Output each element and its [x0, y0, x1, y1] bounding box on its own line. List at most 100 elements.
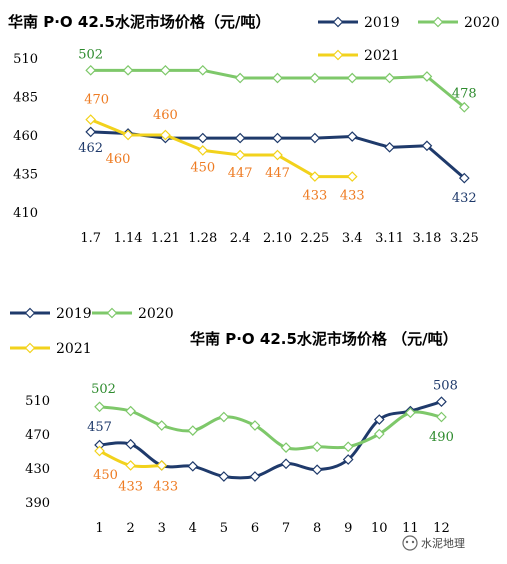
data-point-2020 [384, 72, 395, 84]
data-point-2021 [125, 460, 136, 471]
data-label-2021: 433 [302, 189, 327, 204]
data-label-2021: 450 [93, 468, 118, 483]
legend-marker-2020 [106, 307, 118, 319]
legend-marker-2021 [332, 49, 344, 61]
data-point-2020 [458, 101, 470, 113]
data-point-2020 [187, 425, 199, 436]
legend-marker-2019 [332, 16, 344, 28]
data-label-2021: 433 [340, 189, 365, 204]
data-label-2021: 460 [106, 152, 131, 167]
wechat-icon-eye [405, 540, 409, 544]
data-point-2020 [311, 441, 323, 453]
data-point-2020 [85, 64, 97, 76]
data-label-2021: 450 [190, 160, 215, 175]
data-label-2021: 447 [228, 166, 253, 181]
data-point-2019 [218, 471, 230, 482]
chart2-title: 华南 P·O 42.5水泥市场价格 （元/吨） [190, 330, 458, 348]
data-point-2020 [346, 72, 358, 84]
y-tick-label: 390 [25, 496, 50, 511]
x-tick-label: 3.4 [342, 231, 363, 246]
data-point-2020 [197, 64, 209, 76]
legend-label-2019: 2019 [364, 15, 400, 31]
data-label-2021: 433 [118, 479, 143, 494]
data-point-2020 [249, 420, 261, 431]
x-tick-label: 3.18 [412, 231, 441, 246]
data-point-2021 [272, 149, 283, 161]
data-label-2020: 490 [429, 430, 454, 445]
data-point-2021 [94, 445, 105, 457]
x-tick-label: 5 [220, 521, 228, 536]
data-label-2019: 457 [87, 420, 112, 435]
data-point-2019 [342, 454, 354, 465]
x-tick-label: 8 [313, 521, 321, 536]
x-tick-label: 6 [251, 521, 259, 536]
data-point-2020 [421, 71, 433, 82]
data-point-2019 [187, 460, 199, 472]
legend-label-2020: 2020 [138, 306, 174, 322]
data-point-2020 [436, 411, 447, 423]
x-tick-label: 2.25 [300, 231, 329, 246]
data-point-2020 [280, 442, 292, 453]
legend-marker-2020 [432, 16, 444, 28]
data-label-2019: 432 [452, 191, 477, 206]
data-point-2021 [160, 129, 171, 141]
data-point-2020 [122, 64, 134, 76]
x-tick-label: 7 [282, 521, 290, 536]
data-point-2019 [373, 414, 385, 425]
data-point-2019 [85, 126, 97, 138]
data-label-2020: 502 [91, 382, 116, 397]
x-tick-label: 1.28 [188, 231, 217, 246]
legend-marker-2019 [24, 307, 36, 319]
data-point-2019 [458, 172, 470, 184]
x-tick-label: 1.14 [114, 231, 143, 246]
y-tick-label: 435 [13, 168, 38, 183]
data-point-2020 [156, 420, 168, 431]
legend-label-2021: 2021 [56, 341, 92, 357]
x-tick-label: 2 [126, 521, 134, 536]
y-tick-label: 460 [13, 129, 38, 144]
y-tick-label: 485 [13, 91, 38, 106]
data-label-2019: 462 [78, 141, 103, 156]
x-tick-label: 9 [344, 521, 352, 536]
data-point-2019 [421, 140, 433, 152]
legend-label-2019: 2019 [56, 306, 92, 322]
data-point-2019 [234, 132, 246, 144]
x-tick-label: 10 [371, 521, 388, 536]
data-point-2019 [436, 396, 447, 408]
data-label-2020: 478 [452, 86, 477, 101]
data-point-2020 [373, 428, 385, 440]
legend-marker-2021 [24, 342, 36, 354]
data-point-2019 [280, 458, 292, 470]
data-point-2020 [160, 64, 171, 76]
data-label-2021: 460 [153, 108, 178, 123]
x-tick-label: 1.7 [80, 231, 101, 246]
weekly-price-chart: 华南 P·O 42.5水泥市场价格（元/吨） 410 435 460 485 510 1.… [8, 13, 500, 246]
y-tick-label: 510 [13, 52, 38, 67]
data-point-2019 [125, 438, 136, 450]
data-point-2020 [125, 405, 136, 417]
data-point-2020 [94, 401, 105, 413]
data-label-2021: 433 [153, 479, 178, 494]
data-point-2019 [249, 471, 261, 482]
data-point-2021 [346, 171, 358, 182]
chart1-title: 华南 P·O 42.5水泥市场价格（元/吨） [8, 13, 270, 31]
wechat-icon [402, 535, 418, 551]
data-point-2020 [234, 72, 246, 84]
data-point-2019 [197, 132, 209, 144]
y-tick-label: 430 [25, 462, 50, 477]
data-point-2019 [384, 141, 395, 153]
x-tick-label: 1 [95, 521, 103, 536]
data-point-2019 [346, 131, 358, 142]
data-point-2019 [309, 132, 321, 144]
data-point-2020 [272, 72, 283, 84]
x-tick-label: 1.21 [151, 231, 180, 246]
data-point-2020 [342, 441, 354, 453]
y-tick-label: 510 [25, 394, 50, 409]
x-tick-label: 2.4 [230, 231, 251, 246]
data-point-2020 [405, 407, 416, 419]
x-tick-label: 11 [402, 521, 419, 536]
data-point-2021 [234, 149, 246, 161]
data-point-2021 [309, 171, 321, 182]
data-point-2021 [85, 114, 97, 125]
